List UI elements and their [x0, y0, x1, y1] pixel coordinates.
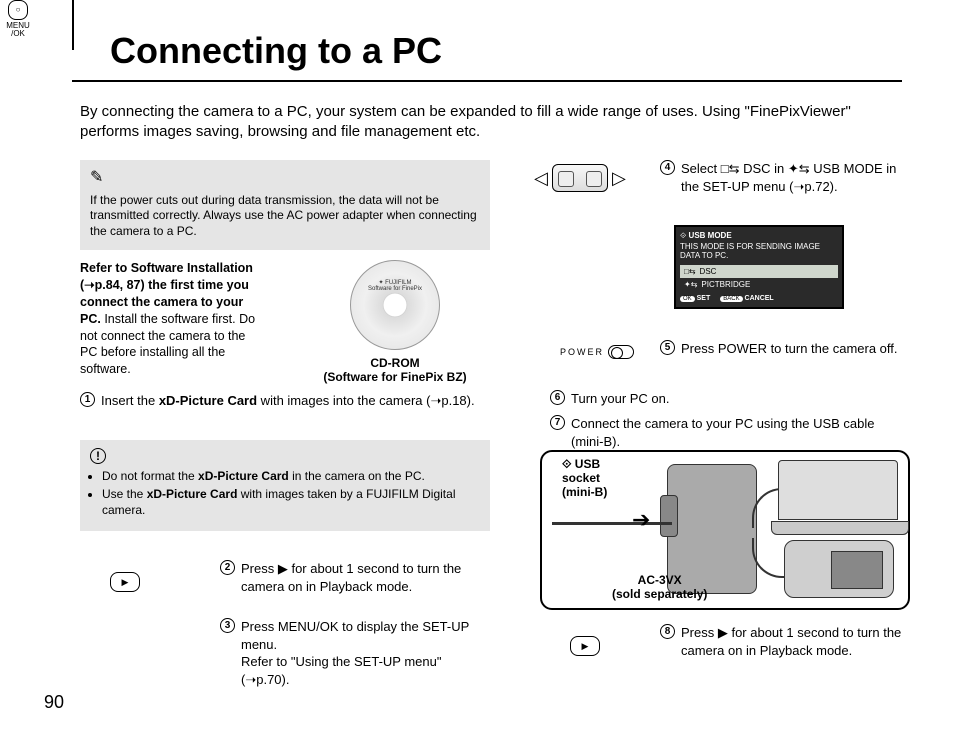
page-title: Connecting to a PC — [110, 30, 442, 72]
c2-pre: Use the — [102, 487, 147, 501]
dpad-graphic: ◁ ▷ — [520, 164, 640, 192]
software-ref-rest: Install the software first. Do not conne… — [80, 312, 255, 377]
usb-mode-menu-screenshot: ⟐ USB MODE THIS MODE IS FOR SENDING IMAG… — [674, 225, 844, 309]
usb-mode-footer: OK SET BACK CANCEL — [680, 295, 838, 303]
power-switch-icon: POWER — [560, 345, 634, 359]
usb-socket-label: ⟐ USB socket (mini-B) — [562, 458, 607, 499]
menu-ok-button-icon: ○ MENU /OK — [0, 0, 36, 38]
dpad-right-icon: ▷ — [612, 168, 626, 189]
step-3-text: Press MENU/OK to display the SET-UP menu… — [241, 618, 490, 688]
step-8-badge: 8 — [660, 624, 675, 639]
step-5-badge: 5 — [660, 340, 675, 355]
step-5: 5 Press POWER to turn the camera off. — [660, 340, 910, 358]
power-label: POWER — [560, 347, 604, 357]
note-icon: ✎ — [90, 168, 480, 189]
cd-label: CD-ROM (Software for FinePix BZ) — [300, 356, 490, 385]
s1-bold: xD-Picture Card — [159, 393, 257, 408]
cancel-lbl: CANCEL — [745, 295, 774, 302]
step-7-badge: 7 — [550, 415, 565, 430]
step-3-badge: 3 — [220, 618, 235, 633]
step-6-badge: 6 — [550, 390, 565, 405]
connection-diagram: ⟐ USB socket (mini-B) ➔ AC-3VX (sold sep… — [540, 450, 910, 610]
step-7: 7 Connect the camera to your PC using th… — [550, 415, 910, 450]
c1-post: in the camera on the PC. — [289, 469, 425, 483]
cd-disc-graphic: ✦ FUJIFILM Software for FinePix — [350, 260, 440, 350]
header-vertical-rule — [72, 0, 74, 50]
laptop-graphic — [778, 460, 898, 520]
step-1-text: Insert the xD-Picture Card with images i… — [101, 392, 490, 410]
camera-graphic — [784, 540, 894, 598]
cd-brand: ✦ FUJIFILM — [368, 279, 422, 286]
s3a: Press MENU/OK to display the SET-UP menu… — [241, 619, 469, 652]
page-number: 90 — [44, 692, 64, 713]
step-7-text: Connect the camera to your PC using the … — [571, 415, 910, 450]
caution-item-2: Use the xD-Picture Card with images take… — [102, 486, 480, 518]
cancel-pill: BACK — [720, 296, 742, 302]
c1-pre: Do not format the — [102, 469, 198, 483]
step-3: 3 Press MENU/OK to display the SET-UP me… — [220, 618, 490, 688]
menu-ok-label: MENU /OK — [0, 22, 36, 38]
s1-post: with images into the camera (➝p.18). — [257, 393, 475, 408]
step-8-text: Press ▶ for about 1 second to turn the c… — [681, 624, 910, 659]
note-text: If the power cuts out during data transm… — [90, 193, 477, 238]
step-6-text: Turn your PC on. — [571, 390, 900, 408]
software-install-ref: Refer to Software Installation (➝p.84, 8… — [80, 260, 265, 378]
caution-item-1: Do not format the xD-Picture Card in the… — [102, 468, 480, 484]
arrow-icon: ➔ — [632, 507, 650, 533]
step-4: 4 Select □⇆ DSC in ✦⇆ USB MODE in the SE… — [660, 160, 910, 195]
step-5-text: Press POWER to turn the camera off. — [681, 340, 910, 358]
caution-icon: ! — [90, 448, 106, 464]
dpad-center — [552, 164, 608, 192]
step-2-badge: 2 — [220, 560, 235, 575]
set-pill: OK — [680, 296, 695, 302]
playback-button-icon — [110, 572, 140, 592]
cd-disc-text: Software for FinePix — [368, 286, 422, 292]
s1-pre: Insert the — [101, 393, 159, 408]
caution-box: ! Do not format the xD-Picture Card in t… — [80, 440, 490, 531]
step-4-badge: 4 — [660, 160, 675, 175]
intro-paragraph: By connecting the camera to a PC, your s… — [80, 102, 890, 143]
set-lbl: SET — [697, 295, 711, 302]
step-6: 6 Turn your PC on. — [550, 390, 900, 408]
ac-adapter-label: AC-3VX (sold separately) — [612, 574, 707, 602]
step-1: 1 Insert the xD-Picture Card with images… — [80, 392, 490, 410]
power-note-box: ✎ If the power cuts out during data tran… — [80, 160, 490, 250]
step-2-text: Press ▶ for about 1 second to turn the c… — [241, 560, 490, 595]
step-8: 8 Press ▶ for about 1 second to turn the… — [660, 624, 910, 659]
usb-mode-option-dsc: □⇆DSC — [680, 265, 838, 279]
cd-label-1: CD-ROM — [370, 356, 419, 370]
dpad-left-icon: ◁ — [534, 168, 548, 189]
usb-mode-desc: THIS MODE IS FOR SENDING IMAGE DATA TO P… — [680, 242, 838, 261]
s3b: Refer to "Using the SET-UP menu" (➝p.70)… — [241, 654, 441, 687]
step-1-badge: 1 — [80, 392, 95, 407]
c1-bold: xD-Picture Card — [198, 469, 289, 483]
usb-mode-header: USB MODE — [689, 231, 732, 241]
caution-list: Do not format the xD-Picture Card in the… — [90, 468, 480, 519]
playback-button-icon-2: ▶ — [570, 636, 600, 656]
title-rule — [72, 80, 902, 82]
cd-label-2: (Software for FinePix BZ) — [323, 370, 466, 384]
step-4-text: Select □⇆ DSC in ✦⇆ USB MODE in the SET-… — [681, 160, 910, 195]
usb-cable-graphic — [552, 522, 672, 542]
c2-bold: xD-Picture Card — [147, 487, 238, 501]
step-2: 2 Press ▶ for about 1 second to turn the… — [220, 560, 490, 595]
cd-rom-block: ✦ FUJIFILM Software for FinePix CD-ROM (… — [300, 260, 490, 385]
usb-mode-option-pictbridge: ✦⇆PICTBRIDGE — [680, 278, 838, 292]
